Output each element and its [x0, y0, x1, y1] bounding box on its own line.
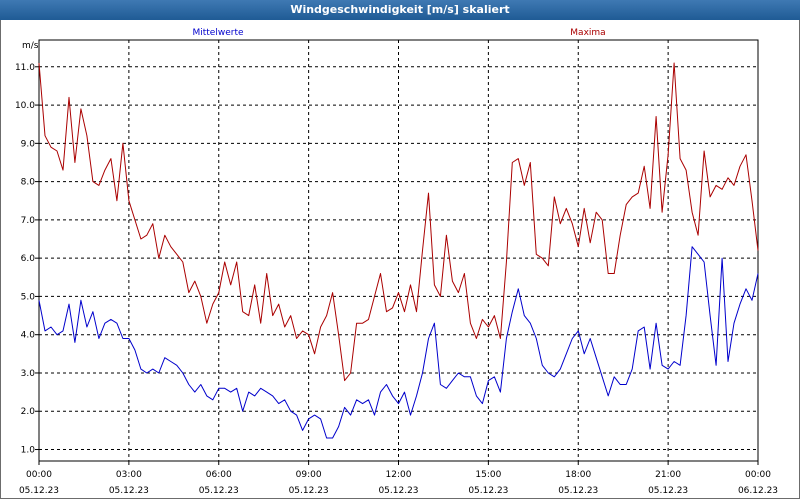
x-tick-time: 03:00	[116, 470, 142, 480]
x-tick-date: 06.12.23	[738, 486, 778, 496]
x-axis-ticks: 00:00 05.12.23 03:00 05.12.23 06:00 05.12.23 0…	[19, 461, 778, 496]
x-tick-time: 15:00	[475, 470, 501, 480]
x-tick-date: 05.12.23	[109, 486, 149, 496]
series	[38, 62, 759, 439]
y-tick-label: 6.0	[21, 254, 36, 264]
y-tick-label: 7.0	[21, 216, 36, 226]
y-tick-label: 2.0	[21, 407, 36, 417]
y-tick-label: 4.0	[21, 331, 36, 341]
x-tick-time: 00:00	[745, 470, 771, 480]
x-tick-date: 05.12.23	[468, 486, 508, 496]
y-tick-label: 5.0	[21, 292, 36, 302]
y-tick-label: 9.0	[21, 139, 36, 149]
legend-maxima: Maxima	[570, 28, 605, 38]
y-tick-label: 1.0	[21, 446, 36, 456]
series-line-maxima	[38, 62, 759, 382]
x-tick-time: 21:00	[655, 470, 681, 480]
legend-mittelwerte: Mittelwerte	[192, 28, 243, 38]
x-tick-date: 05.12.23	[648, 486, 688, 496]
x-tick-date: 05.12.23	[19, 486, 59, 496]
x-tick-date: 05.12.23	[378, 486, 418, 496]
y-axis-label: m/s	[22, 41, 39, 51]
x-tick-time: 12:00	[386, 470, 412, 480]
series-line-mittelwerte	[38, 246, 759, 439]
x-tick-time: 00:00	[26, 470, 52, 480]
x-tick-time: 06:00	[206, 470, 232, 480]
y-axis-ticks: 1.0 2.0 3.0 4.0 5.0 6.0 7.0 8.0 9.0 10.0 11.0	[15, 63, 39, 456]
x-tick-time: 18:00	[565, 470, 591, 480]
x-tick-date: 05.12.23	[199, 486, 239, 496]
y-tick-label: 11.0	[15, 63, 35, 73]
grid	[39, 40, 758, 461]
window-title: Windgeschwindigkeit [m/s] skaliert	[0, 0, 800, 20]
y-tick-label: 10.0	[15, 101, 35, 111]
x-tick-date: 05.12.23	[289, 486, 329, 496]
chart-window	[0, 20, 800, 499]
x-tick-time: 09:00	[296, 470, 322, 480]
y-tick-label: 3.0	[21, 369, 36, 379]
x-tick-date: 05.12.23	[558, 486, 598, 496]
y-tick-label: 8.0	[21, 178, 36, 188]
